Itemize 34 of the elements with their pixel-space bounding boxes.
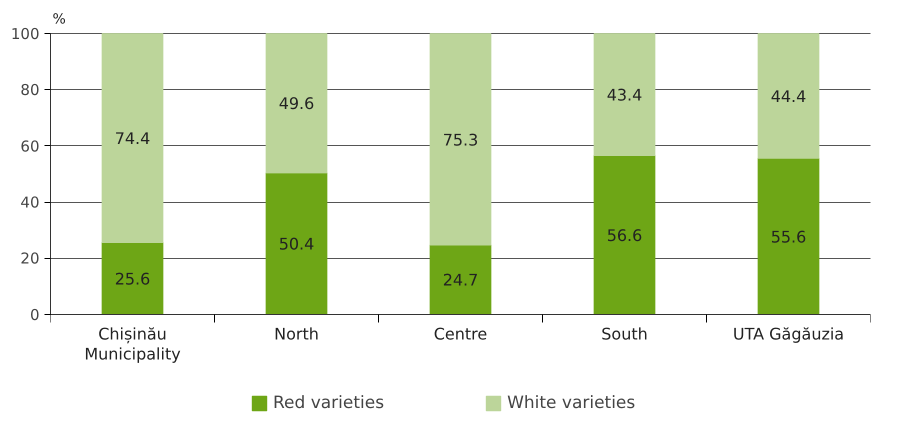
y-tick-label: 100: [10, 25, 40, 44]
data-label: 25.6: [114, 269, 150, 288]
data-label: 49.6: [278, 94, 314, 114]
x-tick-label: North: [274, 324, 319, 344]
data-label: 75.3: [442, 130, 478, 150]
bar: [594, 33, 656, 156]
y-axis-title: %: [52, 12, 66, 28]
bar: [266, 172, 328, 315]
y-tick-label: 60: [20, 137, 40, 156]
x-tick-label: Chișinău Municipality: [84, 324, 181, 364]
y-tick-label: 20: [20, 250, 40, 268]
y-tick-label: 0: [30, 306, 40, 324]
data-label: 74.4: [114, 129, 150, 148]
bar: [430, 244, 492, 315]
x-tick-label: Centre: [434, 324, 488, 344]
legend-label: Red varieties: [273, 393, 384, 413]
bar: [594, 154, 656, 315]
bar: [430, 33, 492, 246]
x-tick-label: UTA Găgăuzia: [732, 324, 844, 344]
data-label: 44.4: [770, 86, 806, 106]
data-label: 50.4: [278, 234, 314, 254]
legend-label: White varieties: [507, 393, 636, 413]
bar: [102, 242, 164, 315]
x-tick-label: South: [601, 324, 648, 344]
bar: [758, 158, 820, 315]
data-label: 24.7: [442, 270, 478, 290]
bar: [102, 33, 164, 244]
data-label: 55.6: [770, 227, 806, 246]
y-tick-label: 80: [20, 81, 40, 100]
bar: [758, 33, 820, 159]
y-tick-label: 40: [20, 194, 40, 212]
data-label: 43.4: [606, 86, 642, 105]
data-label: 56.6: [606, 226, 642, 245]
bar: [266, 33, 328, 174]
